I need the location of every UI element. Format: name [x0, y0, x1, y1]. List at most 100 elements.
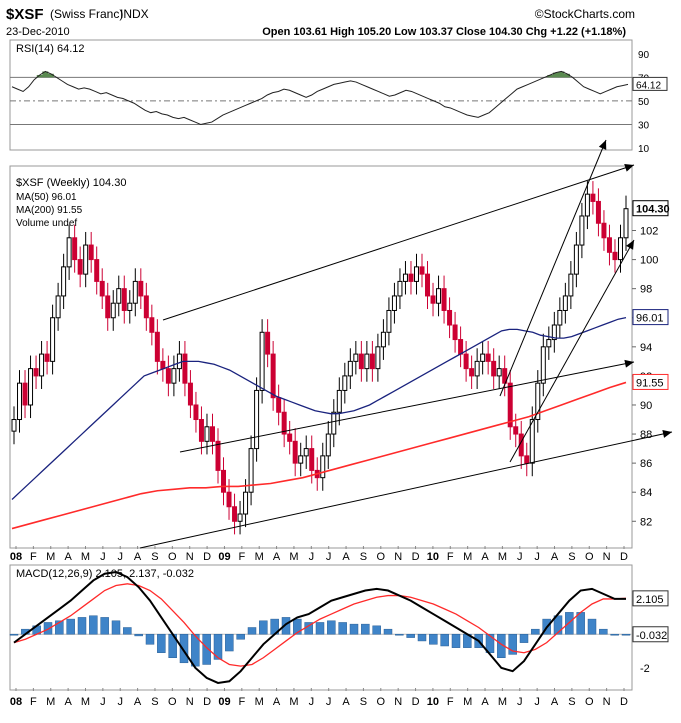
price-candle-down [221, 469, 227, 493]
price-candle-up [132, 280, 138, 304]
price-legend-ma200: MA(200) 91.55 [16, 205, 83, 216]
price-candle-down [72, 237, 78, 261]
rsi-tick-label: 90 [638, 50, 650, 61]
price-candle-up [375, 346, 381, 370]
price-candle-up [562, 295, 568, 311]
price-candle-down [44, 353, 50, 362]
macd-x-label: M [463, 696, 472, 708]
macd-x-label: M [498, 696, 507, 708]
price-candle-up [380, 331, 386, 348]
price-candle-up [28, 368, 34, 406]
price-candle-up [540, 346, 546, 384]
price-candle-up [204, 426, 210, 442]
symbol-name: (Swiss Franc) [50, 7, 123, 21]
price-candle-down [154, 331, 160, 362]
price-x-label: J [309, 551, 315, 563]
macd-hist-value-label: -0.032 [636, 630, 667, 642]
macd-histogram-bar [157, 633, 166, 653]
macd-histogram-bar [77, 617, 87, 635]
price-candle-up [325, 433, 331, 457]
price-candle-up [568, 273, 574, 297]
price-candle-up [347, 360, 353, 377]
macd-histogram-bar [236, 633, 245, 640]
price-candle-down [441, 288, 447, 311]
macd-x-label: J [517, 696, 523, 708]
price-candle-down [612, 251, 618, 261]
price-candle-down [165, 368, 171, 384]
price-x-label: O [168, 551, 177, 563]
price-x-label: A [134, 551, 142, 563]
price-candle-up [11, 419, 17, 432]
macd-histogram-bar [213, 633, 223, 660]
macd-x-label: D [620, 696, 628, 708]
macd-histogram-bar [451, 633, 461, 648]
price-candle-up [579, 215, 585, 246]
price-x-label: J [534, 551, 540, 563]
macd-layer: -2022.105-0.032 [9, 571, 669, 684]
price-candle-up [110, 302, 116, 319]
price-candle-down [358, 353, 364, 370]
time-axis-layer: 0808FFMMAAMMJJJJAASSOONNDD0909FFMMAAMMJJ… [10, 546, 628, 708]
macd-x-label: D [203, 696, 211, 708]
price-x-label: N [394, 551, 402, 563]
price-x-label: A [342, 551, 350, 563]
price-tick-label: 98 [640, 284, 652, 296]
macd-x-label: M [81, 696, 90, 708]
price-candle-up [39, 353, 45, 377]
price-x-label: M [463, 551, 472, 563]
symbol-title: $XSF [6, 6, 44, 23]
macd-x-label: S [151, 696, 158, 708]
macd-histogram-bar [111, 620, 121, 635]
price-candle-up [171, 368, 177, 384]
macd-histogram-bar [225, 633, 234, 652]
price-candle-down [160, 360, 166, 370]
macd-x-label: O [585, 696, 594, 708]
price-candle-up [353, 353, 359, 362]
trend-arrow-head [598, 140, 607, 150]
rsi-tick-label: 30 [638, 120, 650, 131]
macd-x-label: A [481, 696, 489, 708]
macd-histogram-bar [123, 627, 132, 635]
price-candle-up [237, 513, 243, 522]
price-candle-up [342, 375, 348, 391]
price-candle-down [601, 222, 607, 239]
price-candle-up [496, 368, 502, 377]
macd-x-label: S [568, 696, 575, 708]
price-x-label: O [585, 551, 594, 563]
macd-histogram-bar [383, 628, 393, 635]
price-x-label: A [551, 551, 559, 563]
price-candle-down [606, 237, 612, 253]
price-candle-up [474, 360, 480, 377]
macd-x-label: N [186, 696, 194, 708]
macd-value-label-box [632, 590, 669, 607]
macd-x-label: S [360, 696, 367, 708]
price-x-label: O [377, 551, 386, 563]
price-tick-label: 82 [640, 516, 652, 528]
price-candle-down [198, 419, 204, 442]
price-x-label: S [360, 551, 367, 563]
price-candle-down [22, 382, 28, 406]
macd-x-label: J [309, 696, 315, 708]
macd-histogram-bar [553, 615, 563, 635]
macd-histogram-bar [259, 620, 268, 635]
macd-legend: MACD(12,26,9) 2.105, 2.137, -0.032 [16, 568, 194, 580]
price-candle-up [535, 382, 541, 421]
price-x-label: M [46, 551, 55, 563]
price-x-label: J [517, 551, 523, 563]
price-x-label: J [100, 551, 106, 563]
price-candle-down [513, 426, 519, 435]
price-x-label: A [64, 551, 72, 563]
price-candle-up [546, 339, 552, 348]
macd-x-label: N [603, 696, 611, 708]
price-x-label: M [255, 551, 264, 563]
price-candle-up [336, 389, 342, 413]
macd-x-label: O [168, 696, 177, 708]
price-x-label: M [81, 551, 90, 563]
price-candle-up [617, 237, 623, 261]
price-candle-down [469, 368, 475, 377]
price-tick-label: 94 [640, 342, 652, 354]
macd-histogram-bar [145, 633, 155, 645]
price-tick-label: 88 [640, 429, 652, 441]
price-candle-up [413, 266, 419, 282]
price-x-label: F [238, 551, 245, 563]
